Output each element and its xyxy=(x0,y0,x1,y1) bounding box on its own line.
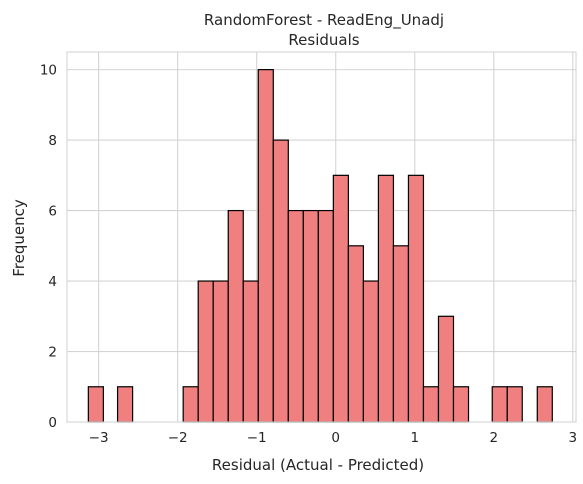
x-tick-label: −3 xyxy=(89,430,109,446)
histogram-bar xyxy=(536,386,553,423)
histogram-bar xyxy=(437,315,455,423)
y-tick-labels: 0 2 4 6 8 10 xyxy=(40,63,57,431)
histogram-bar xyxy=(491,386,508,423)
x-tick-label: 1 xyxy=(410,430,419,446)
histogram-bar xyxy=(407,174,425,423)
y-tick-label: 10 xyxy=(40,63,57,79)
histogram-bar xyxy=(506,386,523,423)
histogram-bar xyxy=(212,280,229,423)
x-axis-label: Residual (Actual - Predicted) xyxy=(212,456,424,474)
histogram-bar xyxy=(452,386,470,423)
histogram-bar xyxy=(242,280,259,423)
chart-title-line2: Residuals xyxy=(288,31,359,49)
chart-title-line1: RandomForest - ReadEng_Unadj xyxy=(204,11,444,30)
x-tick-label: −2 xyxy=(168,430,188,446)
x-tick-label: 3 xyxy=(569,430,578,446)
x-tick-labels: −3 −2 −1 0 1 2 3 xyxy=(89,430,577,446)
x-tick-label: 0 xyxy=(331,430,340,446)
histogram-bar xyxy=(347,245,364,423)
y-tick-label: 6 xyxy=(48,204,57,220)
x-tick-label: 2 xyxy=(490,430,499,446)
y-tick-label: 2 xyxy=(48,345,57,361)
histogram-bar xyxy=(287,209,304,423)
histogram-bar xyxy=(362,280,380,423)
histogram-bars xyxy=(87,69,553,423)
x-tick-label: −1 xyxy=(247,430,267,446)
histogram-bar xyxy=(317,209,334,423)
histogram-bar xyxy=(302,209,319,423)
histogram-bar xyxy=(182,386,199,423)
histogram-bar xyxy=(87,386,104,423)
y-tick-label: 4 xyxy=(48,274,57,290)
histogram-bar xyxy=(332,174,349,423)
histogram-bar xyxy=(257,69,274,423)
plot-frame xyxy=(66,51,577,423)
histogram-bar xyxy=(377,174,395,423)
histogram-bar xyxy=(116,386,134,423)
histogram-bar xyxy=(392,245,410,423)
histogram-bar xyxy=(422,386,440,423)
histogram-bar xyxy=(197,280,214,423)
y-tick-label: 0 xyxy=(48,415,57,431)
histogram-bar xyxy=(227,209,244,423)
y-axis-label: Frequency xyxy=(10,199,28,277)
y-tick-label: 8 xyxy=(48,133,57,149)
histogram-bar xyxy=(272,139,289,423)
